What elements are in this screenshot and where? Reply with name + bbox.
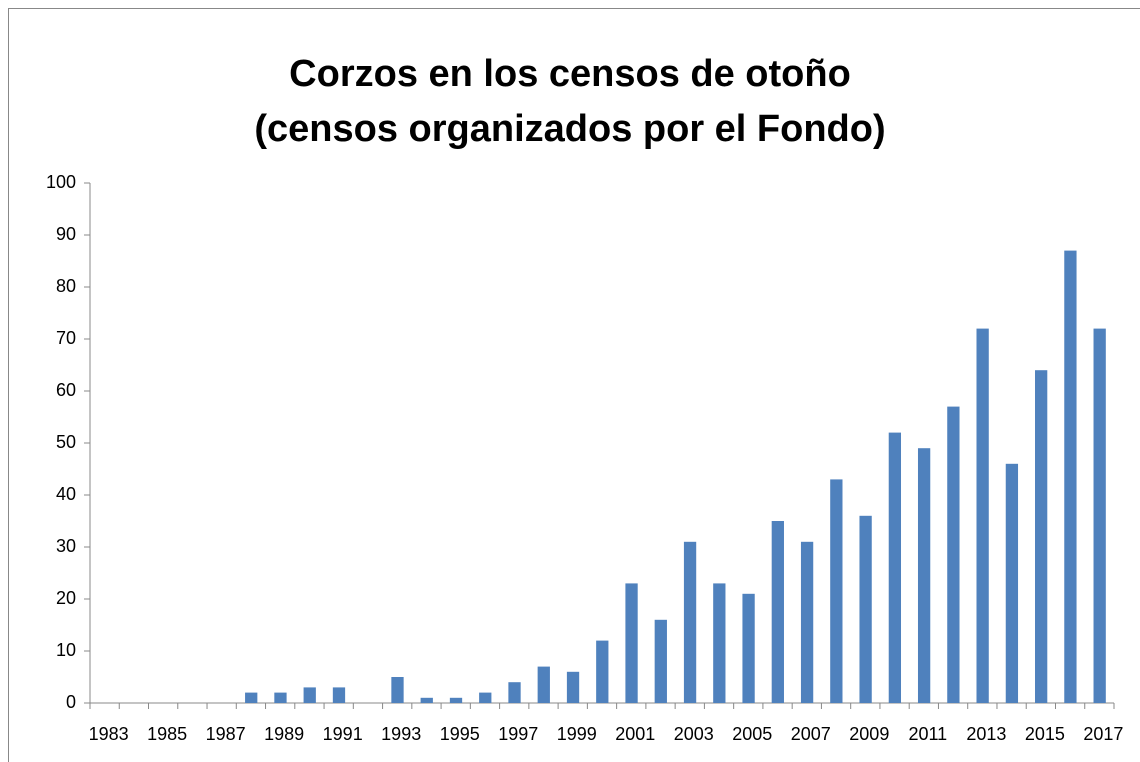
x-tick-label: 2017	[1083, 724, 1123, 744]
bar	[245, 692, 258, 703]
y-tick-label: 100	[46, 172, 76, 192]
bar	[449, 697, 463, 703]
bar	[625, 583, 638, 703]
x-tick-label: 1983	[89, 724, 129, 744]
chart-title: Corzos en los censos de otoño	[289, 53, 851, 95]
bar	[742, 593, 755, 703]
bar	[1093, 328, 1106, 703]
chart-frame	[8, 8, 1140, 762]
x-tick-label: 1987	[206, 724, 246, 744]
bar	[1035, 370, 1048, 703]
x-tick-label: 2003	[674, 724, 714, 744]
y-tick-label: 50	[56, 432, 76, 452]
y-tick-label: 0	[66, 692, 76, 712]
bar	[1064, 250, 1077, 703]
bar	[947, 406, 960, 703]
bar	[888, 432, 902, 703]
y-tick-label: 70	[56, 328, 76, 348]
bar	[391, 677, 404, 703]
y-tick-label: 40	[56, 484, 76, 504]
bar	[332, 687, 346, 703]
y-tick-label: 60	[56, 380, 76, 400]
y-tick-label: 10	[56, 640, 76, 660]
bar	[800, 541, 814, 703]
y-tick-label: 80	[56, 276, 76, 296]
bar	[274, 692, 287, 703]
bar	[596, 640, 609, 703]
bar	[859, 515, 872, 703]
x-tick-label: 2015	[1025, 724, 1065, 744]
bar	[420, 697, 433, 703]
x-tick-label: 1997	[498, 724, 538, 744]
x-tick-label: 1989	[264, 724, 304, 744]
x-tick-label: 2009	[849, 724, 889, 744]
x-tick-label: 1995	[440, 724, 480, 744]
x-tick-label: 1991	[323, 724, 363, 744]
bar	[1005, 463, 1019, 703]
y-tick-label: 90	[56, 224, 76, 244]
bar	[654, 619, 667, 703]
bar	[683, 541, 697, 703]
bar	[713, 583, 726, 703]
bar	[771, 521, 784, 703]
bar	[537, 666, 550, 703]
x-tick-label: 2013	[966, 724, 1006, 744]
bar	[917, 448, 931, 703]
bar	[566, 671, 580, 703]
chart-title: (censos organizados por el Fondo)	[254, 108, 885, 150]
y-tick-label: 30	[56, 536, 76, 556]
y-tick-label: 20	[56, 588, 76, 608]
x-tick-label: 1999	[557, 724, 597, 744]
x-tick-label: 2005	[732, 724, 772, 744]
bar	[976, 328, 989, 703]
x-tick-label: 2001	[615, 724, 655, 744]
bar	[508, 682, 521, 703]
x-tick-label: 1985	[147, 724, 187, 744]
x-tick-label: 2011	[908, 724, 947, 744]
bar	[479, 692, 492, 703]
x-tick-label: 1993	[381, 724, 421, 744]
bar	[303, 687, 316, 703]
bar	[830, 479, 843, 703]
x-tick-label: 2007	[791, 724, 831, 744]
